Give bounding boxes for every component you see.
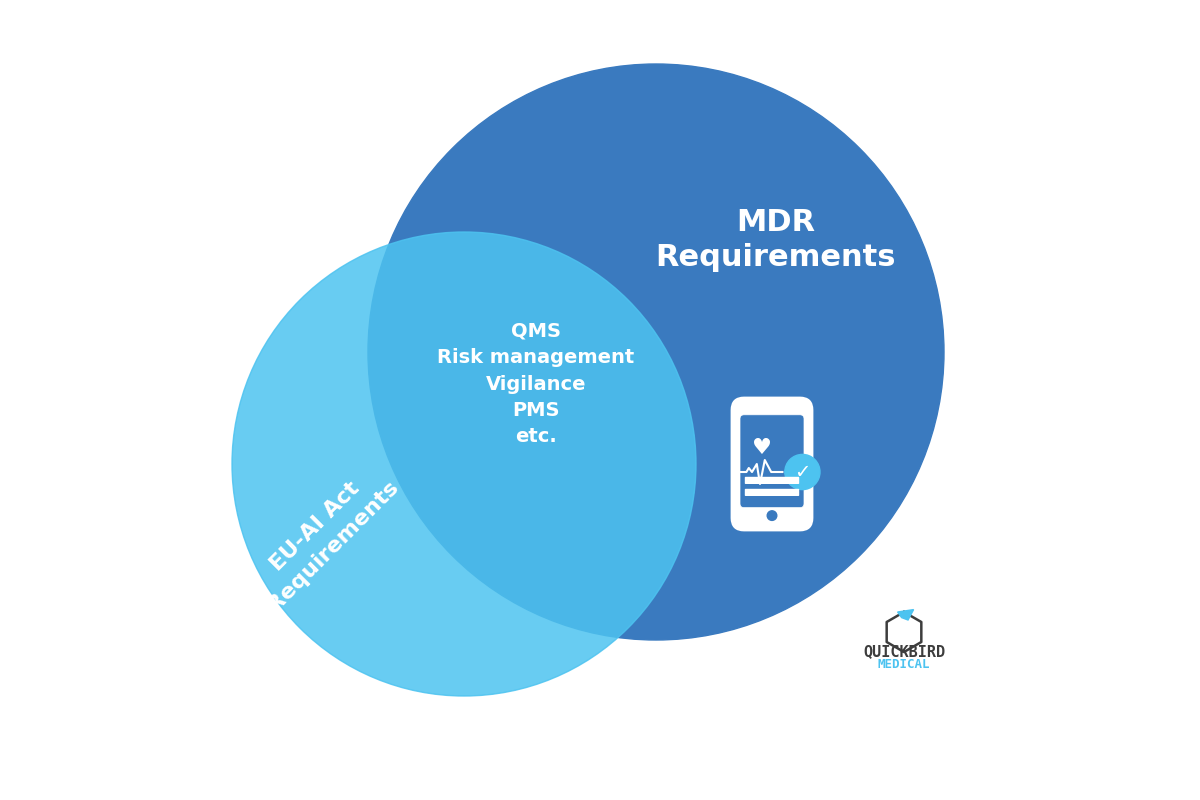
Polygon shape [898,610,913,620]
FancyBboxPatch shape [740,414,804,508]
Text: EU-AI Act
Requirements: EU-AI Act Requirements [246,458,402,614]
Text: MDR
Requirements: MDR Requirements [655,207,896,273]
Text: ✓: ✓ [794,462,810,482]
Text: ♥: ♥ [752,438,773,458]
Text: QMS
Risk management
Vigilance
PMS
etc.: QMS Risk management Vigilance PMS etc. [437,322,635,446]
Circle shape [368,64,944,640]
Circle shape [785,454,820,490]
FancyBboxPatch shape [732,398,812,530]
Circle shape [767,511,776,521]
Text: QUICKBIRD: QUICKBIRD [863,645,946,659]
Text: MEDICAL: MEDICAL [877,658,930,670]
Circle shape [232,232,696,696]
FancyBboxPatch shape [745,489,799,496]
FancyBboxPatch shape [745,477,799,484]
